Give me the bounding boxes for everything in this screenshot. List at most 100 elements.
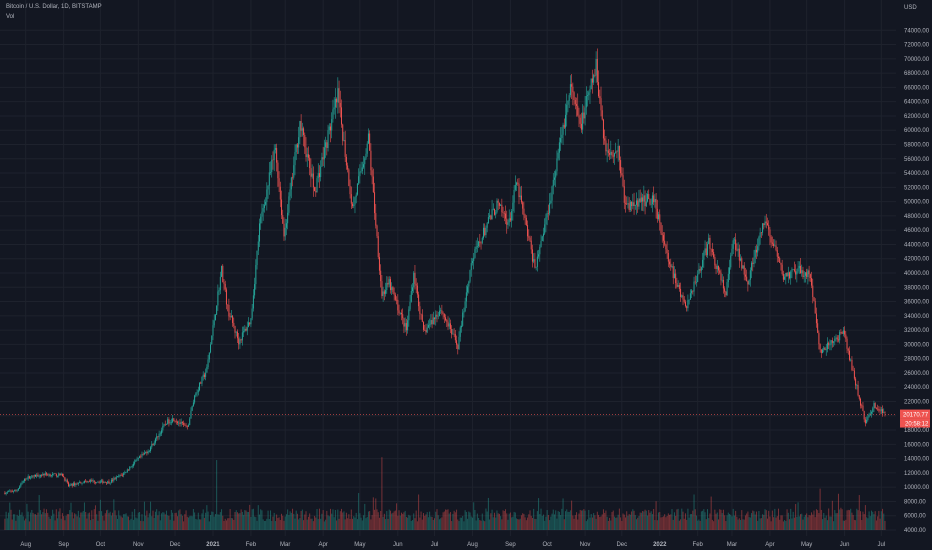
- x-tick-label: Nov: [133, 542, 144, 548]
- candle-body: [197, 390, 199, 393]
- candle-body: [418, 294, 420, 307]
- candle-body: [468, 281, 470, 287]
- candle-body: [501, 204, 503, 213]
- candle-body: [288, 196, 290, 213]
- x-tick-label: Apr: [318, 542, 327, 548]
- volume-bar: [261, 510, 263, 530]
- candle-body: [65, 480, 67, 481]
- y-tick-label: 56000.00: [904, 157, 930, 163]
- candle-body: [342, 124, 344, 141]
- candle-body: [697, 274, 699, 283]
- volume-bar: [514, 512, 516, 530]
- candle-body: [423, 321, 425, 330]
- volume-bar: [871, 510, 873, 530]
- candle-body: [168, 419, 170, 424]
- volume-bar: [487, 497, 489, 530]
- volume-bar: [289, 511, 291, 530]
- candle-body: [375, 213, 377, 226]
- candle-body: [235, 331, 237, 333]
- volume-bar: [59, 508, 61, 530]
- volume-bar: [639, 512, 641, 530]
- candle-body: [365, 153, 367, 159]
- candle-body: [484, 227, 486, 236]
- volume-bar: [737, 519, 739, 530]
- candle-body: [474, 249, 476, 258]
- candle-body: [402, 314, 404, 319]
- volume-bar: [448, 513, 450, 530]
- volume-bar: [549, 520, 551, 530]
- candle-body: [393, 292, 395, 295]
- volume-bar: [267, 510, 269, 530]
- candle-body: [370, 150, 372, 171]
- candle-body: [115, 476, 117, 480]
- volume-bar: [148, 513, 150, 530]
- volume-bar: [273, 512, 275, 530]
- candle-body: [735, 239, 737, 250]
- volume-bar: [830, 516, 832, 530]
- candlesticks: [4, 48, 886, 496]
- candle-body: [626, 203, 628, 205]
- volume-bar: [572, 515, 574, 530]
- candle-body: [780, 262, 782, 265]
- candle-body: [813, 297, 815, 301]
- volume-bar: [531, 517, 533, 530]
- volume-bar: [680, 519, 682, 530]
- candle-body: [201, 376, 203, 384]
- volume-bar: [716, 512, 718, 530]
- symbol-title[interactable]: Bitcoin / U.S. Dollar, 1D, BITSTAMP: [6, 4, 102, 10]
- volume-bar: [409, 515, 411, 530]
- candle-body: [490, 215, 492, 220]
- volume-bar: [727, 512, 729, 530]
- volume-bar: [758, 511, 760, 530]
- candle-body: [385, 290, 387, 294]
- volume-bar: [552, 509, 554, 530]
- volume-bar: [490, 513, 492, 530]
- volume-bar: [241, 511, 243, 530]
- volume-bar: [306, 519, 308, 530]
- candle-body: [511, 211, 513, 221]
- candle-body: [858, 395, 860, 399]
- volume-bar: [602, 509, 604, 530]
- candle-body: [602, 119, 604, 139]
- volume-bar: [677, 508, 679, 530]
- volume-bar: [80, 512, 82, 530]
- candle-body: [360, 171, 362, 172]
- volume-bar: [546, 510, 548, 530]
- x-tick-label: Jul: [431, 542, 439, 548]
- x-tick-label: 2022: [653, 542, 667, 548]
- volume-bar: [633, 510, 635, 530]
- volume-bar: [415, 510, 417, 530]
- volume-bar: [847, 509, 849, 530]
- y-tick-label: 50000.00: [904, 200, 930, 206]
- candle-body: [139, 456, 141, 459]
- volume-bar: [309, 513, 311, 530]
- candle-body: [143, 453, 145, 455]
- candle-body: [147, 451, 149, 454]
- volume-bar: [217, 514, 219, 530]
- candle-body: [218, 290, 220, 292]
- volume-bar: [11, 519, 13, 530]
- candle-body: [407, 320, 409, 331]
- candle-body: [655, 199, 657, 209]
- volume-bar: [87, 513, 89, 530]
- x-tick-label: Oct: [96, 542, 106, 548]
- candle-body: [638, 198, 640, 207]
- volume-bar: [332, 509, 334, 530]
- x-tick-label: Mar: [280, 542, 290, 548]
- candle-body: [502, 212, 504, 213]
- candle-body: [205, 372, 207, 377]
- volume-bar: [449, 512, 451, 530]
- volume-legend[interactable]: Vol: [6, 14, 15, 20]
- candle-body: [353, 204, 355, 207]
- candle-body: [633, 202, 635, 206]
- time-axis[interactable]: Aug Sep Oct Nov Dec 2021 Feb Mar Apr May Jun Jul Aug…: [20, 542, 885, 548]
- candle-body: [785, 272, 787, 277]
- price-axis[interactable]: 74000.0072000.0070000.0068000.0066000.00…: [904, 28, 930, 534]
- x-tick-label: Jun: [393, 542, 403, 548]
- candle-body: [32, 475, 34, 477]
- volume-bar: [611, 512, 613, 530]
- volume-bar: [151, 516, 153, 530]
- candle-body: [662, 235, 664, 241]
- volume-bar: [533, 508, 535, 530]
